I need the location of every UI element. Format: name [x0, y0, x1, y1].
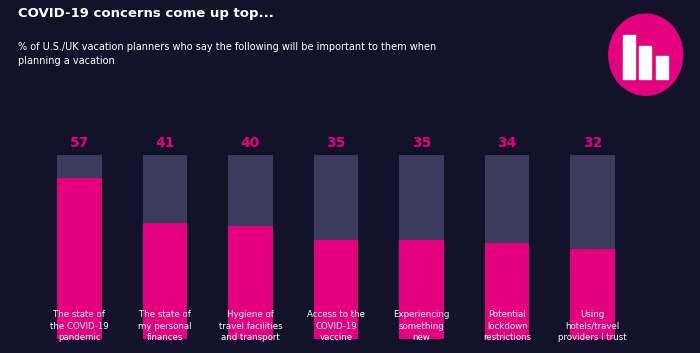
Bar [314, 155, 358, 339]
Bar [57, 178, 102, 339]
Text: The state of
my personal
finances: The state of my personal finances [138, 310, 192, 342]
Text: Experiencing
something
new: Experiencing something new [393, 310, 449, 342]
Circle shape [609, 14, 682, 95]
Bar [656, 56, 668, 79]
Text: % of U.S./UK vacation planners who say the following will be important to them w: % of U.S./UK vacation planners who say t… [18, 42, 435, 66]
Text: 32: 32 [583, 136, 603, 150]
Text: Access to the
COVID-19
vaccine: Access to the COVID-19 vaccine [307, 310, 365, 342]
Bar [228, 155, 273, 339]
Text: 57: 57 [69, 136, 89, 150]
Bar [57, 155, 102, 339]
Text: 35: 35 [326, 136, 346, 150]
Text: 34: 34 [498, 136, 517, 150]
Text: Using
hotels/travel
providers I trust: Using hotels/travel providers I trust [559, 310, 627, 342]
Bar [485, 155, 529, 339]
Bar [143, 223, 187, 339]
Bar [485, 243, 529, 339]
Text: Hygiene of
travel facilities
and transport: Hygiene of travel facilities and transpo… [218, 310, 282, 342]
Bar [623, 35, 636, 79]
Text: 40: 40 [241, 136, 260, 150]
Bar [228, 226, 273, 339]
Bar [570, 249, 615, 339]
Text: Potential
lockdown
restrictions: Potential lockdown restrictions [483, 310, 531, 342]
Bar [399, 155, 444, 339]
Bar [570, 155, 615, 339]
Bar [639, 46, 652, 79]
Bar [399, 240, 444, 339]
Bar [314, 240, 358, 339]
Text: 41: 41 [155, 136, 174, 150]
Text: The state of
the COVID-19
pandemic: The state of the COVID-19 pandemic [50, 310, 108, 342]
Bar [143, 155, 187, 339]
Text: 35: 35 [412, 136, 431, 150]
Text: COVID-19 concerns come up top...: COVID-19 concerns come up top... [18, 7, 274, 20]
